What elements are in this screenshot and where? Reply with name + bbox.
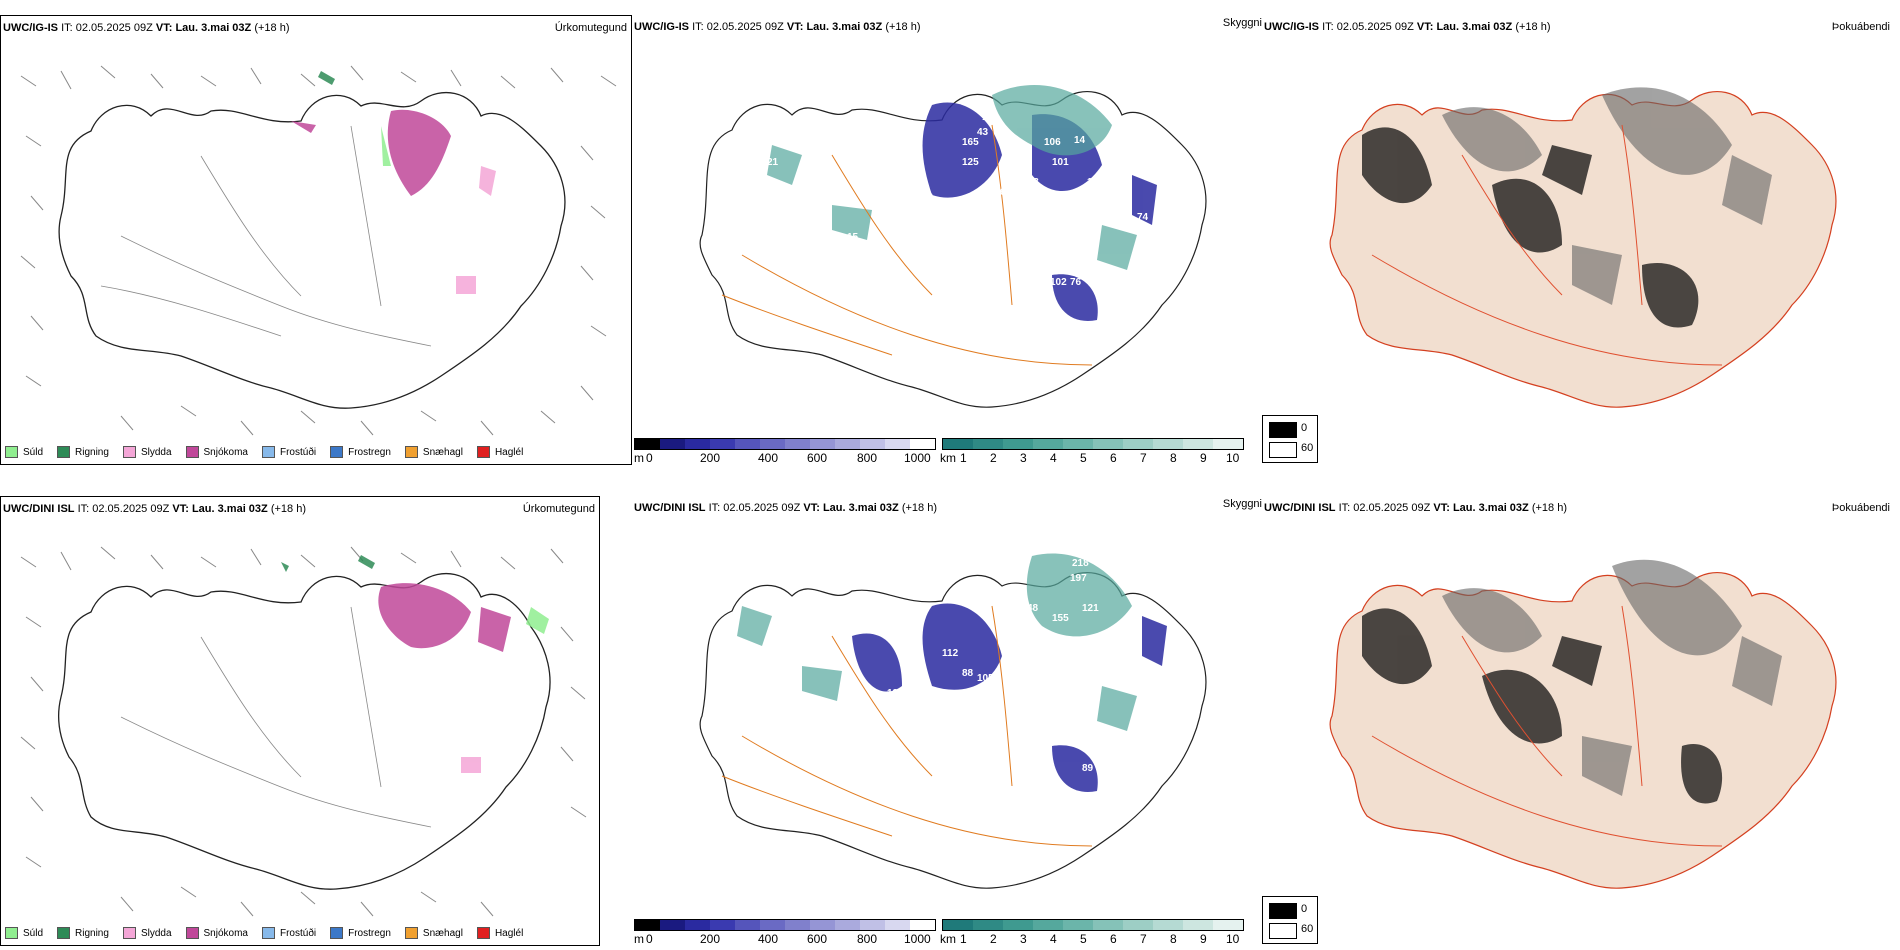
visibility-label: 90 <box>937 202 949 213</box>
visibility-label: 192 <box>1017 618 1034 629</box>
legend-item: Snæhagl <box>404 927 463 939</box>
precip-type-panel-bottom: UWC/DINI ISL IT: 02.05.2025 09Z VT: Lau.… <box>0 496 600 946</box>
legend-item: Snjókoma <box>185 446 248 458</box>
visibility-label: 128 <box>1022 177 1039 188</box>
legend-item: Súld <box>5 927 43 939</box>
visibility-label: 15 <box>847 232 859 243</box>
visibility-label: 126 <box>1047 688 1064 699</box>
legend-item: Súld <box>5 446 43 458</box>
legend-item: Slydda <box>122 446 172 458</box>
iceland-map-visibility: 122 43 106 14 165 125 101 147 66 128 284… <box>632 35 1262 440</box>
visibility-label: 52 <box>1097 638 1109 649</box>
legend-item: Frostregn <box>330 927 391 939</box>
visibility-panel-top: UWC/IG-IS IT: 02.05.2025 09Z VT: Lau. 3.… <box>632 17 1262 465</box>
visibility-label: 110 <box>1120 578 1137 589</box>
panel-title: Skyggni <box>1222 17 1262 29</box>
legend-item: Frostregn <box>330 446 391 458</box>
legend-item: Rigning <box>57 446 109 458</box>
visibility-label: 140 <box>897 708 914 719</box>
legend-item: Snjókoma <box>185 927 248 939</box>
panel-header: UWC/IG-IS IT: 02.05.2025 09Z VT: Lau. 3.… <box>1264 21 1551 33</box>
panel-title: Úrkomutegund <box>522 503 595 515</box>
visibility-label: 105 <box>772 638 789 649</box>
panel-header: UWC/DINI ISL IT: 02.05.2025 09Z VT: Lau.… <box>1264 502 1567 514</box>
visibility-label: 197 <box>1070 573 1087 584</box>
visibility-label: 89 <box>1082 763 1094 774</box>
legend-item: Rigning <box>57 927 109 939</box>
panel-header: UWC/IG-IS IT: 02.05.2025 09Z VT: Lau. 3.… <box>634 21 921 33</box>
panel-header: UWC/DINI ISL IT: 02.05.2025 09Z VT: Lau.… <box>3 503 306 515</box>
visibility-label: 105 <box>977 673 994 684</box>
visibility-label: 106 <box>1044 137 1061 148</box>
iceland-map-precip <box>1 517 599 922</box>
visibility-label: 113 <box>772 593 789 604</box>
visibility-label: 155 <box>1052 613 1069 624</box>
precip-type-legend: Súld Rigning Slydda Snjókoma Frostúði Fr… <box>5 446 523 458</box>
iceland-map-visibility: 218 197 110 48 192 155 121 84 505 52 112… <box>632 516 1262 921</box>
height-colorbar <box>634 438 936 450</box>
precip-type-legend: Súld Rigning Slydda Snjókoma Frostúði Fr… <box>5 927 523 939</box>
km-colorbar <box>942 438 1244 450</box>
iceland-map-precip <box>1 36 631 441</box>
precip-type-panel-top: UWC/IG-IS IT: 02.05.2025 09Z VT: Lau. 3.… <box>0 15 632 465</box>
visibility-label: 165 <box>962 137 979 148</box>
visibility-label: 284 <box>1037 197 1054 208</box>
legend-item: Frostúði <box>261 927 316 939</box>
visibility-panel-bottom: UWC/DINI ISL IT: 02.05.2025 09Z VT: Lau.… <box>632 498 1262 946</box>
visibility-label: 125 <box>962 157 979 168</box>
visibility-label: 43 <box>977 127 989 138</box>
visibility-label: 66 <box>1000 187 1012 198</box>
panel-title: Þokuábendi <box>1831 21 1890 33</box>
visibility-label: 102 <box>1050 277 1067 288</box>
visibility-label: 112 <box>942 648 959 659</box>
visibility-label: 76 <box>1070 277 1082 288</box>
visibility-label: 218 <box>1072 558 1089 569</box>
cloud-legend: 0 60 <box>1262 896 1318 944</box>
visibility-label: 133 <box>887 688 904 699</box>
visibility-label: 136 <box>1004 663 1021 674</box>
visibility-label: 48 <box>1027 603 1039 614</box>
panel-header: UWC/DINI ISL IT: 02.05.2025 09Z VT: Lau.… <box>634 502 937 514</box>
visibility-label: 101 <box>1052 157 1069 168</box>
panel-title: Skyggni <box>1222 498 1262 510</box>
legend-item: Haglél <box>476 446 523 458</box>
visibility-label: 14 <box>1074 135 1086 146</box>
visibility-label: 71 <box>907 192 919 203</box>
visibility-label: 371 <box>957 237 974 248</box>
visibility-label: 88 <box>962 668 974 679</box>
legend-item: Snæhagl <box>404 446 463 458</box>
panel-title: Úrkomutegund <box>554 22 627 34</box>
visibility-label: 122 <box>982 112 999 123</box>
visibility-label: 121 <box>1082 603 1099 614</box>
iceland-map-cloud <box>1262 516 1892 921</box>
cloud-panel-bottom: UWC/DINI ISL IT: 02.05.2025 09Z VT: Lau.… <box>1262 496 1900 946</box>
visibility-label: 505 <box>1072 638 1089 649</box>
panel-header: UWC/IG-IS IT: 02.05.2025 09Z VT: Lau. 3.… <box>3 22 290 34</box>
legend-item: Frostúði <box>261 446 316 458</box>
km-colorbar <box>942 919 1244 931</box>
iceland-map-cloud <box>1262 35 1892 440</box>
legend-item: Haglél <box>476 927 523 939</box>
visibility-label: 77 <box>1110 277 1122 288</box>
panel-title: Þokuábendi <box>1831 502 1890 514</box>
legend-item: Slydda <box>122 927 172 939</box>
visibility-label: 21 <box>767 157 779 168</box>
visibility-label: 84 <box>1040 643 1052 654</box>
visibility-label: 99 <box>922 192 934 203</box>
cloud-legend: 0 60 <box>1262 415 1318 463</box>
visibility-label: 147 <box>1087 177 1104 188</box>
height-colorbar <box>634 919 936 931</box>
cloud-panel-top: UWC/IG-IS IT: 02.05.2025 09Z VT: Lau. 3.… <box>1262 15 1900 465</box>
visibility-label: 74 <box>1137 212 1149 223</box>
